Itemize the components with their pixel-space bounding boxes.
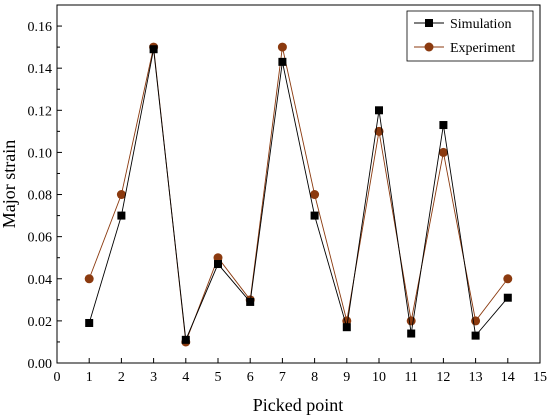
point-experiment-12: [438, 147, 448, 157]
point-experiment-14: [503, 274, 513, 284]
x-tick-label-12: 12: [436, 370, 450, 385]
y-tick-label-0.08: 0.08: [28, 189, 53, 204]
x-tick-label-7: 7: [279, 370, 286, 385]
point-simulation-11: [407, 329, 416, 338]
y-axis: 0.00 0.02 0.04 0.06 0.08 0.10 0.12 0.14 0.16: [28, 20, 62, 372]
series-line-experiment: [88, 47, 509, 343]
point-simulation-10: [375, 106, 383, 115]
y-tick-label-0.02: 0.02: [28, 315, 53, 330]
x-axis-title: Picked point: [253, 395, 344, 415]
x-tick-label-3: 3: [150, 370, 157, 385]
y-tick-label-0.16: 0.16: [28, 20, 53, 35]
plot-area-frame: [56, 4, 541, 364]
point-experiment-8: [310, 190, 320, 200]
point-simulation-1: [85, 318, 94, 327]
point-simulation-7: [278, 57, 287, 66]
x-tick-label-8: 8: [311, 370, 318, 385]
y-tick-label-0.00: 0.00: [28, 357, 53, 372]
y-tick-label-0.06: 0.06: [28, 231, 53, 246]
x-tick-label-4: 4: [182, 370, 189, 385]
legend-marker-experiment: [424, 42, 434, 52]
legend-label-simulation: Simulation: [450, 17, 511, 32]
y-tick-label-0.04: 0.04: [28, 273, 53, 288]
x-axis: 0 1 2 3 4 5 6 7 8 9 10 11 12 13 14 15: [54, 358, 547, 385]
legend: Simulation Experiment: [406, 10, 534, 62]
x-tick-label-2: 2: [118, 370, 125, 385]
point-simulation-13: [471, 331, 480, 340]
point-experiment-5: [213, 253, 223, 263]
point-simulation-6: [246, 297, 255, 306]
point-experiment-2: [116, 190, 126, 200]
point-experiment-7: [277, 42, 287, 52]
point-simulation-5: [214, 260, 222, 269]
point-simulation-8: [310, 211, 319, 220]
x-tick-label-10: 10: [372, 370, 386, 385]
x-tick-label-0: 0: [54, 370, 61, 385]
y-axis-title: Major strain: [0, 140, 19, 228]
y-tick-label-0.12: 0.12: [28, 104, 53, 119]
x-tick-label-9: 9: [343, 370, 350, 385]
x-tick-label-15: 15: [533, 370, 547, 385]
point-simulation-3: [149, 45, 158, 54]
point-experiment-1: [84, 274, 94, 284]
x-tick-label-14: 14: [501, 370, 515, 385]
point-simulation-2: [117, 211, 126, 220]
x-tick-label-13: 13: [469, 370, 483, 385]
point-experiment-10: [374, 126, 384, 136]
point-simulation-12: [439, 121, 448, 130]
x-tick-label-5: 5: [215, 370, 222, 385]
point-simulation-9: [342, 323, 351, 332]
legend-marker-simulation: [425, 19, 433, 27]
point-experiment-11: [406, 316, 416, 326]
point-simulation-4: [181, 335, 190, 344]
legend-label-experiment: Experiment: [450, 41, 515, 56]
x-tick-label-6: 6: [247, 370, 254, 385]
series-layer: [84, 42, 513, 347]
x-tick-label-11: 11: [404, 370, 417, 385]
point-simulation-14: [503, 293, 512, 302]
series-line-simulation: [88, 49, 509, 342]
x-tick-label-1: 1: [86, 370, 93, 385]
y-tick-label-0.14: 0.14: [28, 62, 53, 77]
y-tick-label-0.10: 0.10: [28, 146, 53, 161]
